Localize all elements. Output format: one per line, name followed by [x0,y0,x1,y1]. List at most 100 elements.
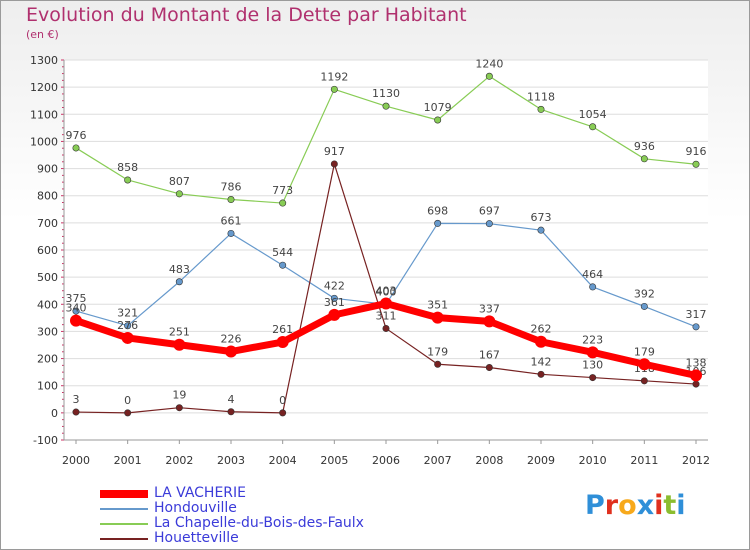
data-point [175,278,183,286]
y-tick-label: 100 [37,380,58,393]
data-point [330,160,338,168]
y-tick-label: 1000 [30,135,58,148]
data-point [227,408,235,416]
data-point [330,294,338,302]
y-tick-label: 0 [51,407,58,420]
data-point [225,345,237,358]
data-point [276,336,289,349]
y-tick-label: 400 [37,298,58,311]
data-label: 262 [531,323,552,336]
y-tick-label: 1100 [30,108,58,121]
legend-label: LA VACHERIE [154,485,247,501]
data-point [692,323,700,331]
data-point [382,324,390,332]
data-label: 673 [531,211,552,224]
data-point [279,199,287,207]
logo-letter: t [663,490,677,521]
data-point [690,369,702,382]
data-label: 936 [634,140,655,153]
data-label: 337 [479,302,500,315]
data-point [124,409,132,417]
data-label: 917 [324,145,345,158]
chart-legend: LA VACHERIE Hondouville La Chapelle-du-Boi… [100,486,364,546]
data-point [328,308,341,321]
data-label: 483 [169,263,190,276]
data-label: 1118 [527,90,555,103]
x-tick-label: 2005 [320,454,348,467]
logo-letter: r [604,490,619,521]
data-label: 142 [531,355,552,368]
data-label: 261 [272,323,293,336]
data-label: 1130 [372,87,400,100]
logo-letter: P [585,490,605,521]
data-label: 1054 [579,108,607,121]
x-tick-label: 2008 [475,454,503,467]
data-label: 251 [169,326,190,339]
y-tick-label: 1200 [30,81,58,94]
data-point [175,404,183,412]
data-label: 773 [272,184,293,197]
x-tick-label: 2001 [114,454,142,467]
legend-swatch [100,537,148,540]
data-label: 1240 [475,57,503,70]
logo-letter: i [654,490,664,521]
data-point [638,358,651,371]
legend-label: Houetteville [154,530,239,546]
y-tick-label: 500 [37,271,58,284]
data-label: 464 [582,268,603,281]
data-point [586,346,599,359]
data-label: 4 [228,393,235,406]
data-point [589,374,597,382]
legend-swatch [100,507,148,510]
y-tick-label: -100 [33,434,58,447]
data-point [173,338,186,351]
legend-item: LA VACHERIE [100,486,364,501]
data-label: 858 [117,161,138,174]
y-tick-label: 600 [37,244,58,257]
data-point [537,370,545,378]
x-tick-label: 2000 [62,454,90,467]
data-point [431,311,444,324]
legend-item: Hondouville [100,501,364,516]
data-label: 223 [582,333,603,346]
data-point [640,377,648,385]
data-point [121,331,134,344]
data-label: 167 [479,349,500,362]
logo-letter: o [618,490,637,521]
data-label: 3 [73,393,80,406]
data-label: 276 [117,319,138,332]
data-point [434,360,442,368]
data-label: 179 [634,345,655,358]
x-tick-label: 2006 [372,454,400,467]
data-label: 179 [427,345,448,358]
data-point [72,408,80,416]
data-label: 786 [221,181,242,194]
data-label: 0 [279,394,286,407]
data-label: 661 [221,214,242,227]
data-label: 0 [124,394,131,407]
data-label: 311 [376,309,397,322]
data-label: 392 [634,287,655,300]
data-point [589,283,597,291]
chart-subtitle: (en €) [26,28,59,41]
data-label: 138 [686,356,707,369]
proxiti-logo: Proxiti [585,490,686,521]
data-label: 375 [66,292,87,305]
data-label: 19 [172,389,186,402]
data-point [434,116,442,124]
data-label: 321 [117,307,138,320]
data-label: 130 [582,359,603,372]
data-label: 976 [66,129,87,142]
data-point [124,322,132,330]
data-point [227,196,235,204]
data-label: 916 [686,145,707,158]
data-label: 400 [376,285,397,298]
data-label: 697 [479,205,500,218]
data-point [692,160,700,168]
x-tick-label: 2011 [630,454,658,467]
chart-title: Evolution du Montant de la Dette par Hab… [26,4,467,26]
data-point [640,302,648,310]
y-tick-label: 900 [37,163,58,176]
y-tick-label: 1300 [30,54,58,67]
